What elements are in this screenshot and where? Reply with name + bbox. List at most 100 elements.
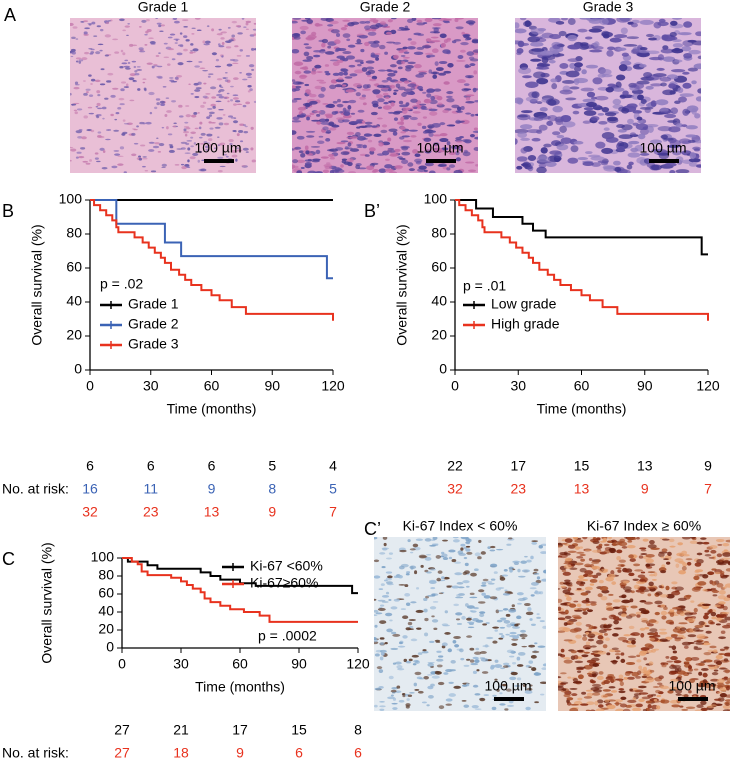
nucleus: [662, 34, 669, 40]
nucleus: [475, 708, 482, 710]
nucleus: [633, 579, 639, 581]
nucleus: [156, 55, 160, 57]
nucleus: [423, 22, 427, 24]
nucleus: [208, 121, 211, 123]
nucleus: [455, 597, 463, 599]
nucleus: [426, 571, 432, 573]
nucleus: [509, 569, 513, 573]
nucleus: [533, 72, 546, 79]
nucleus: [518, 67, 531, 74]
nucleus: [694, 570, 699, 573]
nucleus: [97, 25, 101, 27]
nucleus: [305, 150, 309, 154]
nucleus: [377, 118, 383, 120]
nucleus: [442, 623, 449, 625]
nucleus: [95, 115, 98, 117]
nucleus: [410, 601, 417, 603]
nucleus: [292, 120, 302, 122]
nucleus: [371, 637, 376, 640]
nucleus: [616, 550, 622, 554]
nucleus: [191, 115, 196, 118]
nucleus: [242, 79, 247, 81]
nucleus: [446, 585, 452, 587]
nucleus: [552, 106, 562, 112]
nucleus: [589, 558, 593, 561]
nucleus: [590, 645, 596, 647]
y-tick-label: 40: [98, 603, 114, 619]
nucleus: [525, 20, 531, 27]
nucleus: [627, 644, 637, 647]
nucleus: [180, 32, 183, 34]
nucleus: [531, 582, 539, 586]
nucleus: [446, 96, 453, 98]
nucleus: [662, 548, 668, 552]
nucleus: [172, 18, 177, 19]
nucleus: [83, 20, 88, 22]
nucleus: [168, 133, 172, 135]
nucleus: [587, 92, 595, 98]
nucleus: [643, 657, 647, 660]
nucleus: [471, 114, 475, 117]
nucleus: [679, 706, 683, 708]
nucleus: [454, 39, 461, 41]
nucleus: [698, 663, 705, 666]
nucleus: [592, 663, 599, 667]
nucleus: [123, 119, 126, 121]
nucleus: [660, 77, 672, 82]
nucleus: [316, 80, 324, 82]
nucleus: [713, 594, 718, 596]
nucleus: [580, 559, 585, 562]
nucleus: [586, 102, 597, 107]
nucleus: [446, 38, 451, 42]
nucleus: [596, 537, 600, 540]
nucleus: [440, 122, 446, 125]
nucleus: [304, 52, 310, 57]
nucleus: [608, 574, 616, 578]
nucleus: [183, 49, 188, 52]
nucleus: [444, 21, 450, 23]
nucleus: [411, 639, 418, 642]
nucleus: [561, 137, 572, 144]
nucleus: [665, 163, 677, 167]
nucleus: [424, 170, 428, 172]
nucleus: [382, 566, 386, 568]
nucleus: [530, 556, 533, 560]
nucleus: [640, 633, 644, 638]
nucleus: [456, 26, 464, 29]
nucleus: [131, 133, 135, 136]
nucleus: [243, 124, 246, 126]
nucleus: [651, 694, 656, 696]
nucleus: [674, 100, 681, 104]
nucleus: [710, 550, 716, 554]
nucleus: [539, 125, 548, 131]
nucleus: [105, 139, 111, 140]
nucleus: [343, 33, 351, 38]
nucleus: [704, 550, 709, 553]
nucleus: [217, 78, 223, 80]
nucleus: [520, 147, 527, 153]
nucleus: [639, 547, 646, 549]
nucleus: [131, 153, 136, 156]
nucleus: [448, 682, 453, 684]
nucleus: [251, 69, 254, 71]
nucleus: [386, 558, 392, 560]
nucleus: [71, 56, 74, 57]
nucleus: [242, 165, 246, 166]
nucleus: [379, 588, 384, 590]
nucleus: [456, 157, 461, 161]
nucleus: [313, 55, 320, 58]
nucleus: [567, 677, 571, 679]
nucleus: [560, 90, 573, 95]
nucleus: [385, 613, 392, 617]
nucleus: [147, 63, 153, 65]
nucleus: [707, 650, 714, 652]
nucleus: [619, 605, 626, 609]
nucleus: [177, 52, 183, 55]
nucleus: [114, 119, 117, 120]
nucleus: [499, 703, 505, 705]
nucleus: [350, 148, 359, 152]
nucleus: [612, 648, 619, 651]
nucleus: [638, 699, 644, 702]
x-tick-label: 0: [86, 378, 94, 394]
nucleus: [237, 55, 242, 56]
